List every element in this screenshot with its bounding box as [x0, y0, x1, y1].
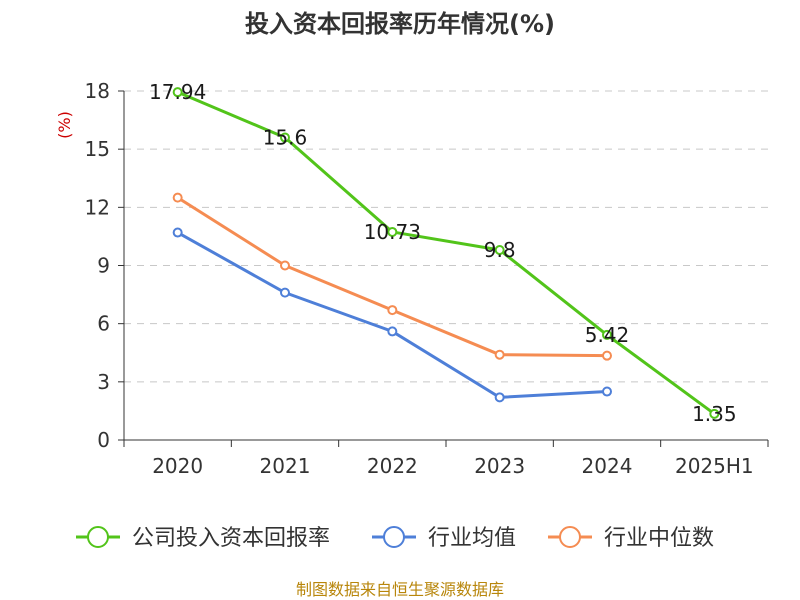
data-point[interactable] [387, 226, 398, 237]
data-label: 17.94 [149, 80, 206, 104]
legend-item-1[interactable]: 行业均值 [372, 526, 516, 551]
y-tick-label: 9 [97, 254, 110, 278]
data-point[interactable] [280, 132, 290, 143]
y-tick-label: 12 [85, 195, 110, 219]
data-point[interactable] [387, 326, 398, 337]
data-labels: 17.94 15.6 10.73 9.8 5.42 1.35 [149, 80, 737, 426]
y-tick-label: 0 [97, 428, 110, 452]
x-tick-label: 2021 [260, 454, 311, 478]
data-point[interactable] [709, 408, 720, 419]
y-tick-label: 3 [97, 370, 110, 394]
y-tick-label: 6 [97, 312, 110, 336]
data-label: 9.8 [484, 238, 516, 262]
axes: 0 3 6 9 12 15 18 2020 2021 2022 2023 2024 2025H1 [85, 79, 769, 478]
x-tick-label: 2025H1 [675, 454, 754, 478]
y-tick-label: 15 [85, 137, 110, 161]
data-point[interactable] [494, 244, 505, 255]
y-axis-unit: (%) [55, 111, 74, 139]
data-point[interactable] [387, 305, 398, 316]
data-label: 15.6 [263, 126, 308, 150]
series-line-0 [177, 90, 716, 416]
grid [124, 90, 768, 383]
legend-item-0[interactable]: 公司投入资本回报率 [76, 526, 330, 551]
data-label: 5.42 [585, 323, 630, 347]
legend-item-2[interactable]: 行业中位数 [548, 526, 714, 551]
data-point[interactable] [172, 192, 183, 203]
data-point[interactable] [602, 350, 612, 361]
chart-title: 投入资本回报率历年情况(%) [245, 10, 555, 38]
data-label: 10.73 [364, 220, 421, 244]
source-note: 制图数据来自恒生聚源数据库 [296, 580, 504, 599]
data-point[interactable] [602, 386, 612, 397]
x-tick-label: 2022 [367, 454, 418, 478]
x-tick-label: 2024 [582, 454, 633, 478]
data-point[interactable] [280, 260, 290, 271]
x-tick-label: 2023 [474, 454, 525, 478]
data-point[interactable] [494, 349, 505, 360]
data-point[interactable] [280, 287, 290, 298]
legend-label: 行业均值 [428, 526, 516, 551]
data-point[interactable] [494, 392, 505, 403]
data-point[interactable] [602, 329, 612, 340]
legend-swatch-marker [87, 526, 109, 548]
x-tick-label: 2020 [152, 454, 203, 478]
data-point[interactable] [172, 87, 183, 98]
legend-label: 行业中位数 [604, 526, 714, 551]
legend-swatch-marker [559, 526, 581, 548]
y-tick-label: 18 [85, 79, 110, 103]
legend-label: 公司投入资本回报率 [132, 526, 330, 551]
legend-swatch-marker [383, 526, 405, 548]
data-label: 1.35 [692, 402, 737, 426]
data-point[interactable] [172, 227, 183, 238]
legend[interactable]: 公司投入资本回报率 行业均值 行业中位数 [76, 526, 714, 551]
series [172, 87, 720, 419]
